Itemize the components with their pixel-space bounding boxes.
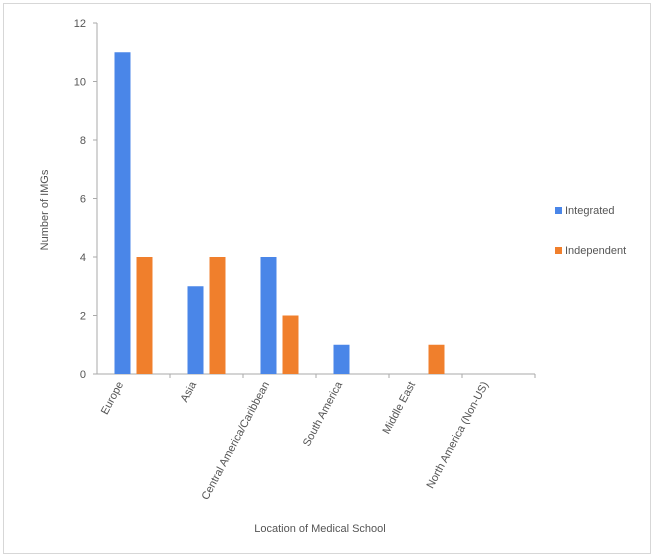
bars (114, 52, 445, 374)
y-tick-label: 0 (80, 369, 86, 381)
bar-independent-0 (136, 257, 153, 374)
x-tick-label: Europe (99, 380, 126, 417)
y-tick-label: 6 (80, 194, 86, 206)
x-tick-label: Central America/Caribbean (200, 380, 273, 502)
legend: Integrated Independent (555, 205, 626, 257)
x-tick-label: Asia (179, 379, 200, 404)
x-axis-title: Location of Medical School (254, 523, 385, 535)
bar-independent-4 (428, 344, 445, 374)
x-tick-labels: Europe Asia Central America/Caribbean South… (99, 379, 491, 502)
bar-independent-2 (282, 315, 299, 374)
legend-swatch-integrated (555, 207, 562, 214)
y-tick-label: 10 (74, 77, 86, 89)
y-tick-label: 4 (80, 252, 86, 264)
x-tick-label: Middle East (381, 380, 419, 436)
y-tick-label: 8 (80, 135, 86, 147)
legend-label-independent: Independent (565, 245, 626, 257)
bar-integrated-1 (187, 286, 204, 374)
y-tick-label: 12 (74, 18, 86, 30)
plot-axes (93, 22, 536, 378)
bar-integrated-2 (260, 257, 277, 374)
bar-integrated-3 (333, 344, 350, 374)
x-tick-label: South America (301, 379, 346, 449)
legend-swatch-independent (555, 247, 562, 254)
chart-frame (3, 3, 651, 554)
legend-label-integrated: Integrated (565, 205, 615, 217)
y-axis-title: Number of IMGs (39, 169, 51, 250)
bar-independent-1 (209, 257, 226, 374)
x-tick-label: North America (Non-US) (425, 380, 492, 491)
y-tick-label: 2 (80, 311, 86, 323)
bar-integrated-0 (114, 52, 131, 374)
y-tick-labels: 0 2 4 6 8 10 12 (74, 18, 86, 381)
